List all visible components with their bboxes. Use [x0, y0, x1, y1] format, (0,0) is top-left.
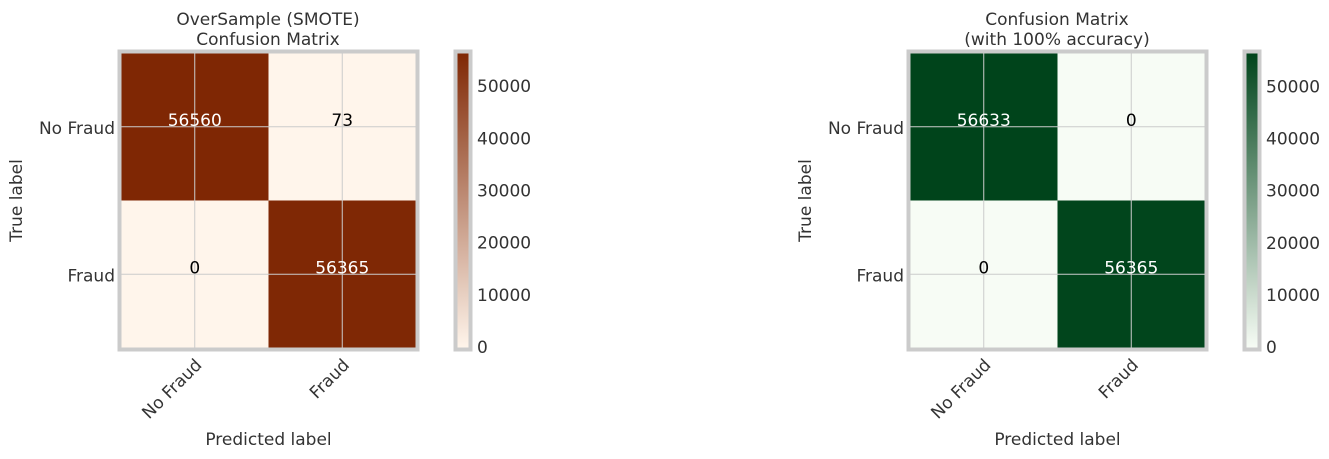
y-axis-label: True label — [7, 159, 27, 243]
plot-frame — [117, 49, 420, 352]
y-tick-label: Fraud — [67, 266, 115, 286]
colorbar-tick-label: 20000 — [477, 234, 531, 254]
colorbar-tick-label: 0 — [1266, 338, 1277, 358]
x-tick-label: Fraud — [306, 355, 354, 403]
colorbar-tick-label: 40000 — [1266, 130, 1320, 150]
colorbar-gradient — [1246, 53, 1258, 348]
colorbar-tick-label: 10000 — [477, 286, 531, 306]
colorbar-tick-label: 40000 — [477, 129, 531, 149]
y-tick-label: Fraud — [856, 266, 904, 286]
cell-value-label: 0 — [1126, 111, 1137, 131]
colorbar-tick-label: 50000 — [1266, 78, 1320, 98]
chart-title: OverSample (SMOTE) — [176, 10, 359, 30]
cell-value-label: 73 — [331, 111, 353, 131]
cell-value-label: 56365 — [1104, 258, 1158, 278]
colorbar-frame — [453, 49, 473, 352]
cell-value-label: 0 — [189, 258, 200, 278]
cell-value-label: 56560 — [168, 111, 222, 131]
plot-frame — [906, 49, 1209, 352]
colorbar-tick-label: 30000 — [477, 182, 531, 202]
confusion-matrix-panel-2: 56633 0 0 56365 Confusion Matrix(with 100% a… — [796, 10, 1320, 450]
cell-value-label: 0 — [978, 258, 989, 278]
chart-title: Confusion Matrix — [196, 30, 340, 50]
chart-title: Confusion Matrix — [985, 10, 1129, 30]
cell-value-label: 56365 — [315, 258, 369, 278]
colorbar-frame — [1242, 49, 1262, 352]
chart-title: (with 100% accuracy) — [964, 30, 1149, 50]
y-tick-label: No Fraud — [828, 119, 904, 139]
colorbar-tick-label: 30000 — [1266, 182, 1320, 202]
x-axis-label: Predicted label — [205, 430, 331, 450]
y-tick-label: No Fraud — [39, 119, 115, 139]
colorbar-tick-label: 10000 — [1266, 286, 1320, 306]
colorbar-tick-label: 50000 — [477, 77, 531, 97]
colorbar-tick-label: 0 — [477, 338, 488, 358]
confusion-matrix-panel-1: 56560 73 0 56365 OverSample (SMOTE)Confusion… — [7, 10, 531, 450]
x-tick-label: No Fraud — [138, 355, 206, 423]
colorbar-tick-label: 20000 — [1266, 234, 1320, 254]
x-tick-label: Fraud — [1095, 355, 1143, 403]
y-axis-label: True label — [796, 159, 816, 243]
x-axis-label: Predicted label — [994, 430, 1120, 450]
colorbar-gradient — [457, 53, 469, 348]
cell-value-label: 56633 — [957, 111, 1011, 131]
x-tick-label: No Fraud — [927, 355, 995, 423]
